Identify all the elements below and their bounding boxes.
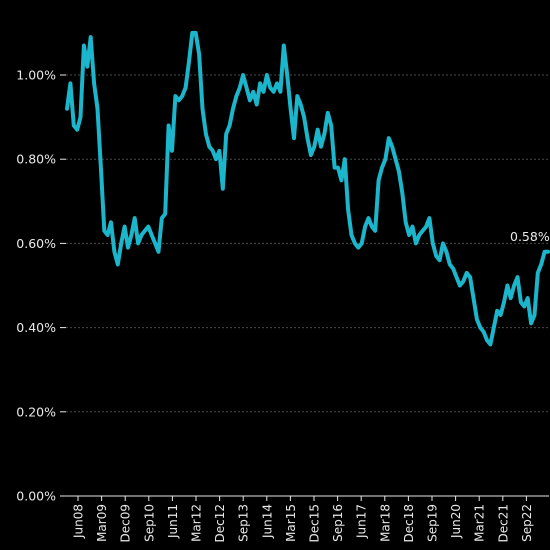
x-tick-label: Sep22 bbox=[520, 504, 534, 542]
series-layer bbox=[65, 30, 550, 347]
x-tick-label: Dec18 bbox=[402, 504, 416, 543]
x-tick-label: Sep13 bbox=[237, 504, 251, 542]
y-tick-label: 1.00% bbox=[16, 68, 56, 83]
y-tick-label: 0.20% bbox=[16, 404, 56, 419]
x-tick-label: Jun17 bbox=[355, 504, 369, 539]
y-tick-label: 0.00% bbox=[16, 489, 56, 504]
series-line bbox=[65, 30, 550, 347]
y-tick-label: 0.40% bbox=[16, 320, 56, 335]
x-tick-label: Dec15 bbox=[308, 504, 322, 543]
x-tick-label: Mar18 bbox=[378, 504, 392, 542]
x-axis: Jun08 Mar09 Dec09 Sep10 Jun11 Mar12 Dec12 Sep13… bbox=[60, 495, 549, 543]
x-tick-label: Mar15 bbox=[284, 504, 298, 542]
x-tick-label: Dec09 bbox=[119, 504, 133, 543]
end-value-label: 0.58% bbox=[510, 229, 550, 244]
x-tick-label: Sep10 bbox=[142, 504, 156, 542]
x-tick-label: Jun20 bbox=[449, 504, 463, 539]
x-tick-label: Mar21 bbox=[473, 504, 487, 542]
y-tick-label: 0.60% bbox=[16, 236, 56, 251]
x-tick-label: Jun14 bbox=[260, 504, 274, 539]
gridlines bbox=[66, 74, 549, 413]
y-tick-label: 0.80% bbox=[16, 152, 56, 167]
x-tick-label: Jun08 bbox=[72, 504, 86, 539]
x-tick-label: Sep19 bbox=[426, 504, 440, 542]
x-tick-label: Dec21 bbox=[496, 504, 510, 543]
x-tick-label: Sep16 bbox=[331, 504, 345, 542]
x-tick-label: Mar12 bbox=[190, 504, 204, 542]
x-tick-label: Mar09 bbox=[95, 504, 109, 542]
x-tick-label: Dec12 bbox=[213, 504, 227, 543]
x-tick-label: Jun11 bbox=[166, 504, 180, 539]
y-axis: 0.00% 0.20% 0.40% 0.60% 0.80% 1.00% bbox=[16, 68, 66, 504]
